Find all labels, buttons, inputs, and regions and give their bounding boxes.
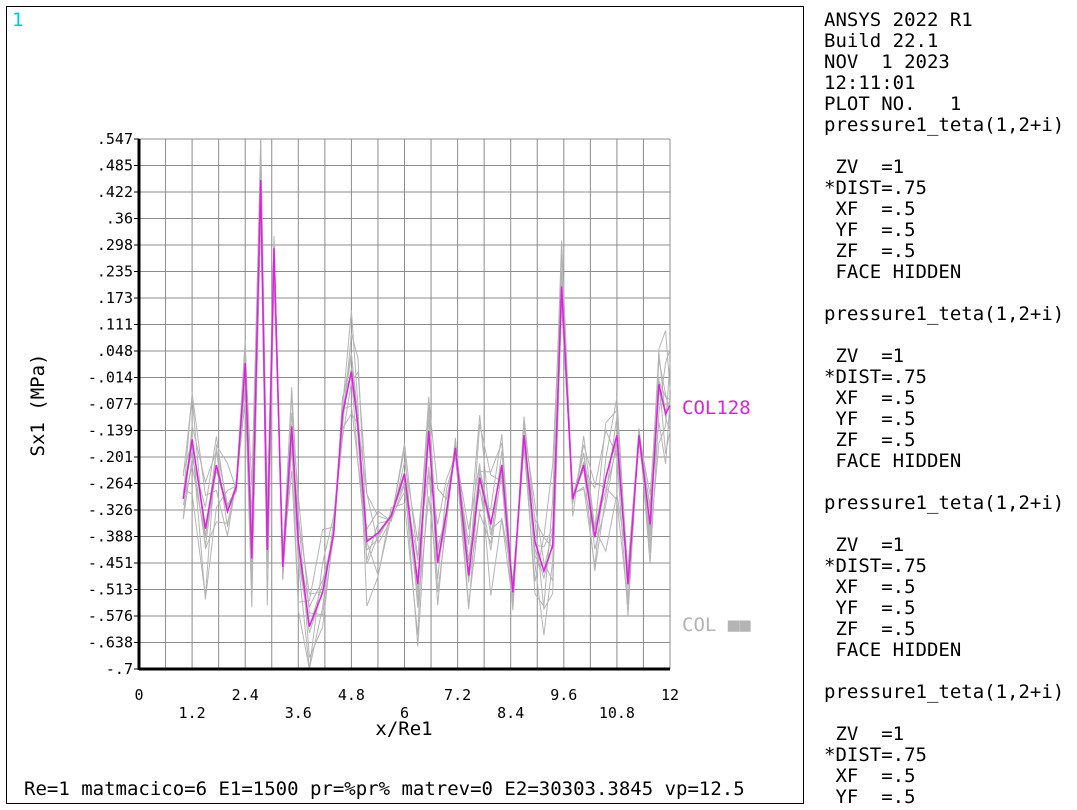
y-tick-label: -.139: [88, 422, 133, 440]
info-panel: ANSYS 2022 R1 Build 22.1 NOV 1 2023 12:11:0…: [824, 10, 1077, 810]
info-line: [824, 514, 1077, 535]
info-line: XF =.5: [824, 198, 916, 220]
info-line: ZV =1: [824, 534, 905, 556]
info-line: YF =.5: [824, 408, 916, 430]
y-tick-label: -.077: [88, 395, 133, 413]
info-line: FACE HIDDEN: [824, 261, 962, 283]
x-tick-label: 7.2: [444, 686, 471, 704]
x-tick-label: 0: [134, 686, 143, 704]
plot-frame: [6, 6, 804, 804]
info-line: pressure1_teta(1,2+i): [824, 681, 1065, 703]
info-line: pressure1_teta(1,2+i): [824, 492, 1065, 514]
x-tick-label: 2.4: [232, 686, 259, 704]
x-tick-label: 6: [400, 704, 409, 722]
y-tick-label: .235: [97, 263, 133, 281]
y-tick-label: -.326: [88, 501, 133, 519]
x-tick-label: 1.2: [179, 704, 206, 722]
info-line: FACE HIDDEN: [824, 639, 962, 661]
info-line: *DIST=.75: [824, 555, 927, 577]
y-tick-label: -.576: [88, 607, 133, 625]
info-line: XF =.5: [824, 387, 916, 409]
info-line: YF =.5: [824, 219, 916, 241]
info-line: [824, 661, 1077, 682]
y-tick-label: .422: [97, 183, 133, 201]
info-line: ANSYS 2022 R1: [824, 10, 973, 31]
y-tick-label: .36: [106, 210, 133, 228]
window-number: 1: [12, 9, 24, 31]
info-line: [824, 283, 1077, 304]
y-tick-label: -.014: [88, 369, 133, 387]
legend-col128: COL128: [682, 397, 751, 419]
y-tick-label: -.513: [88, 581, 133, 599]
footer-text: Re=1 matmacico=6 E1=1500 pr=%pr% matrev=…: [24, 778, 745, 800]
info-line: ZV =1: [824, 723, 905, 745]
info-line: NOV 1 2023: [824, 51, 950, 73]
info-line: ZF =.5: [824, 240, 916, 262]
y-tick-label: .485: [97, 157, 133, 175]
info-line: YF =.5: [824, 786, 916, 808]
x-axis-label: x/Re1: [375, 718, 432, 740]
info-line: *DIST=.75: [824, 366, 927, 388]
info-line: pressure1_teta(1,2+i): [824, 303, 1065, 325]
info-line: [824, 703, 1077, 724]
info-line: PLOT NO. 1: [824, 93, 962, 115]
y-axis-label: Sx1 (MPa): [27, 354, 49, 457]
info-line: *DIST=.75: [824, 177, 927, 199]
info-line: *DIST=.75: [824, 744, 927, 766]
x-tick-label: 10.8: [599, 704, 635, 722]
x-tick-label: 12: [661, 686, 679, 704]
y-tick-label: .111: [97, 316, 133, 334]
info-line: XF =.5: [824, 576, 916, 598]
info-line: XF =.5: [824, 765, 916, 787]
info-line: ZV =1: [824, 345, 905, 367]
chart: .547 .485 .422 .36 .298 .235 .173 .111 .048 -.014…: [27, 130, 751, 740]
y-tick-label: -.7: [106, 660, 133, 678]
info-line: [824, 136, 1077, 157]
info-line: Build 22.1: [824, 30, 939, 52]
y-tick-label: -.388: [88, 528, 133, 546]
col128-series-line: [182, 180, 671, 627]
x-tick-label: 8.4: [497, 704, 524, 722]
info-line: ZF =.5: [824, 429, 916, 451]
y-tick-label: .048: [97, 342, 133, 360]
info-line: pressure1_teta(1,2+i): [824, 114, 1065, 136]
y-tick-label: .547: [97, 130, 133, 148]
y-tick-label: -.451: [88, 554, 133, 572]
y-tick-label: .173: [97, 289, 133, 307]
y-tick-label: -.264: [88, 475, 133, 493]
y-tick-label: -.638: [88, 634, 133, 652]
info-line: ZF =.5: [824, 618, 916, 640]
info-line: FACE HIDDEN: [824, 450, 962, 472]
x-tick-label: 4.8: [338, 686, 365, 704]
legend-col-grey: COL ■■: [682, 614, 751, 636]
info-line: [824, 325, 1077, 346]
y-tick-label: .298: [97, 236, 133, 254]
info-line: 12:11:01: [824, 72, 916, 94]
info-line: ZV =1: [824, 156, 905, 178]
y-tick-label: -.201: [88, 448, 133, 466]
x-tick-label: 3.6: [285, 704, 312, 722]
x-tick-label: 9.6: [550, 686, 577, 704]
info-line: [824, 472, 1077, 493]
info-line: YF =.5: [824, 597, 916, 619]
